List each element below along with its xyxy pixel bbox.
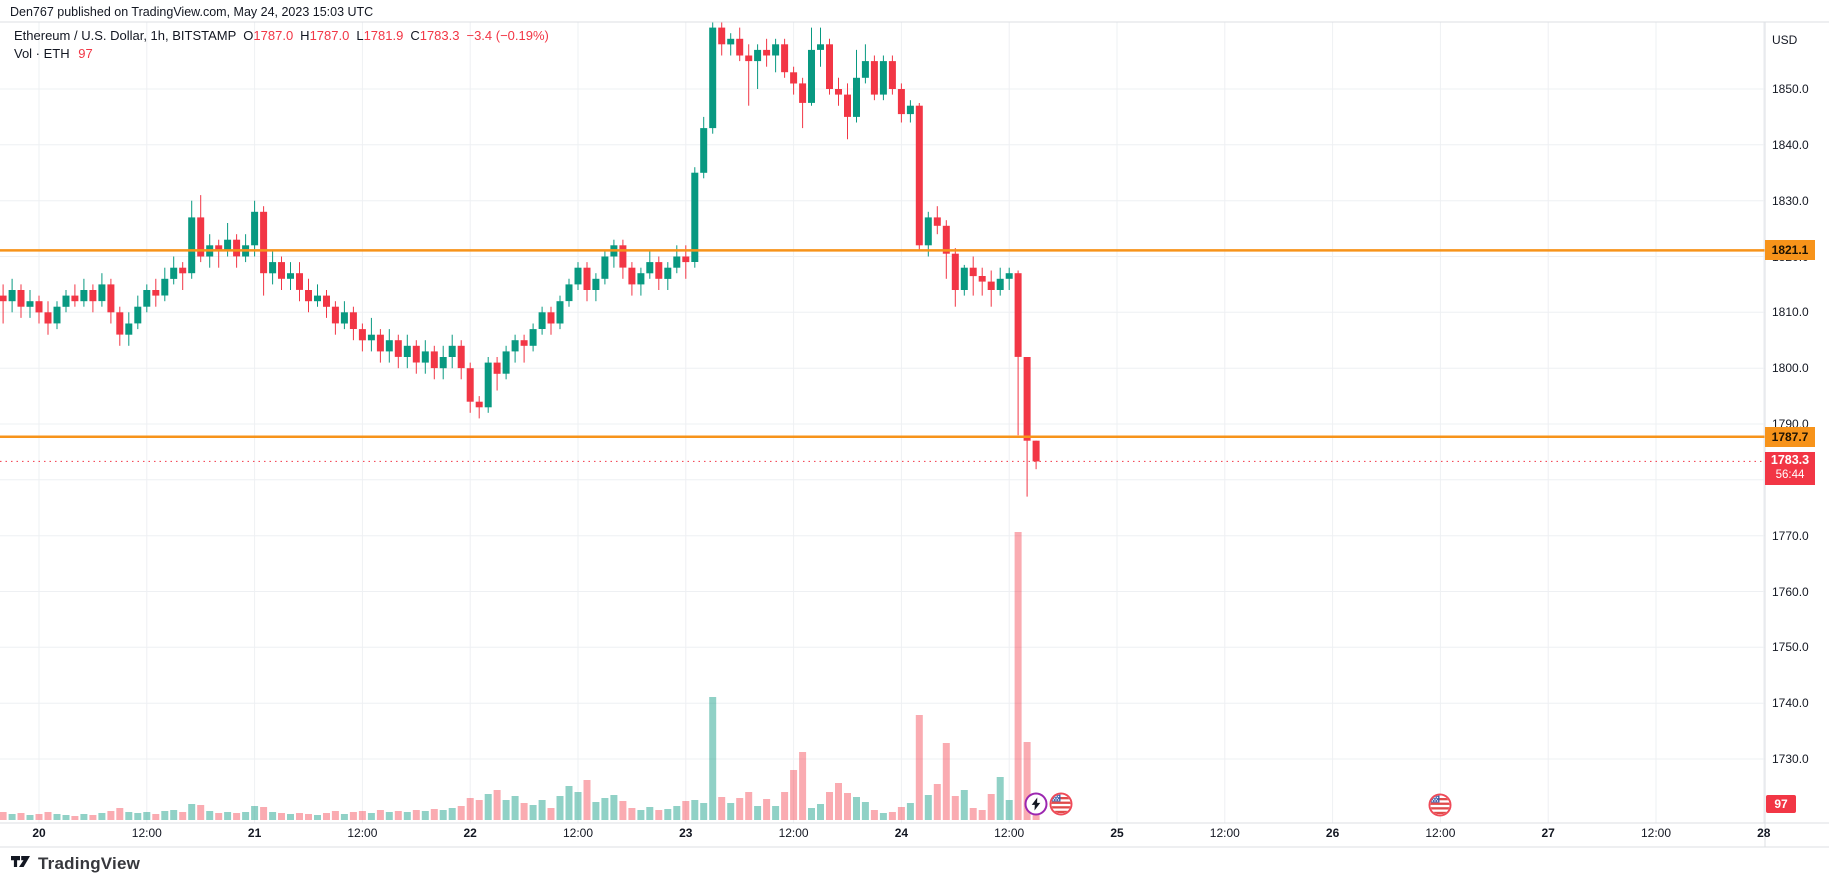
time-tick-label: 26 [1325,826,1340,840]
legend-symbol-row: Ethereum / U.S. Dollar, 1h, BITSTAMP O178… [14,28,549,43]
price-tick-label: 1730.0 [1772,752,1809,766]
price-tick-label: 1840.0 [1772,137,1809,152]
time-tick-label: 12:00 [1425,826,1456,840]
time-tick-label: 27 [1541,826,1555,840]
price-tick-label: 1740.0 [1772,696,1809,711]
last-price-value: 1783.3 [1770,453,1810,468]
time-tick-label: 12:00 [1209,826,1240,840]
time-tick-label: 24 [894,826,909,840]
price-tick-label: 1850.0 [1772,82,1809,96]
tradingview-logo[interactable]: TradingView [10,851,140,877]
time-tick-label: 25 [1110,826,1124,840]
change-value: −3.4 (−0.19%) [466,28,549,43]
attribution-text: Den767 published on TradingView.com, May… [10,5,374,19]
lightning-event-icon[interactable] [1024,792,1048,816]
legend-volume-row: Vol · ETH 97 [14,45,549,62]
time-tick-label: 12:00 [1640,826,1672,840]
price-tick-label: 1760.0 [1772,584,1809,599]
time-tick-label: 12:00 [994,826,1025,840]
last-price-label[interactable]: 1783.3 56:44 [1765,452,1815,486]
volume-value: 97 [78,46,93,61]
symbol-title[interactable]: Ethereum / U.S. Dollar, 1h, BITSTAMP [14,28,237,43]
time-tick-label: 12:00 [347,826,378,840]
us-flag-event-icon[interactable] [1428,793,1452,817]
time-tick-label: 21 [247,826,262,840]
price-tick-label: 1800.0 [1772,361,1809,376]
us-flag-event-icon[interactable] [1049,792,1073,816]
resistance-price-label[interactable]: 1821.1 [1765,240,1815,261]
volume-axis-badge: 97 [1766,795,1796,813]
time-tick-label: 12:00 [131,826,162,840]
bar-countdown: 56:44 [1775,469,1805,482]
tradingview-logo-icon [10,851,31,877]
price-tick-label: 1750.0 [1772,640,1809,655]
tradingview-logo-text: TradingView [38,854,141,873]
time-tick-label: 22 [463,826,477,840]
time-tick-label: 23 [679,826,693,840]
chart-legend: Ethereum / U.S. Dollar, 1h, BITSTAMP O178… [14,27,549,62]
price-tick-label: 1830.0 [1772,193,1809,208]
support-price-label[interactable]: 1787.7 [1765,426,1815,447]
price-tick-label: 1770.0 [1772,528,1809,543]
time-tick-label: 12:00 [562,826,594,840]
time-tick-label: 20 [32,826,46,840]
volume-label[interactable]: Vol · ETH [14,46,70,61]
time-tick-label: 28 [1757,826,1771,840]
price-tick-label: 1810.0 [1772,305,1809,320]
time-axis[interactable]: 20 12:00 21 12:00 22 12:00 23 12:00 24 12:00 25 12:… [0,823,1772,847]
time-tick-label: 12:00 [778,826,809,840]
price-axis-currency: USD [1772,33,1798,47]
